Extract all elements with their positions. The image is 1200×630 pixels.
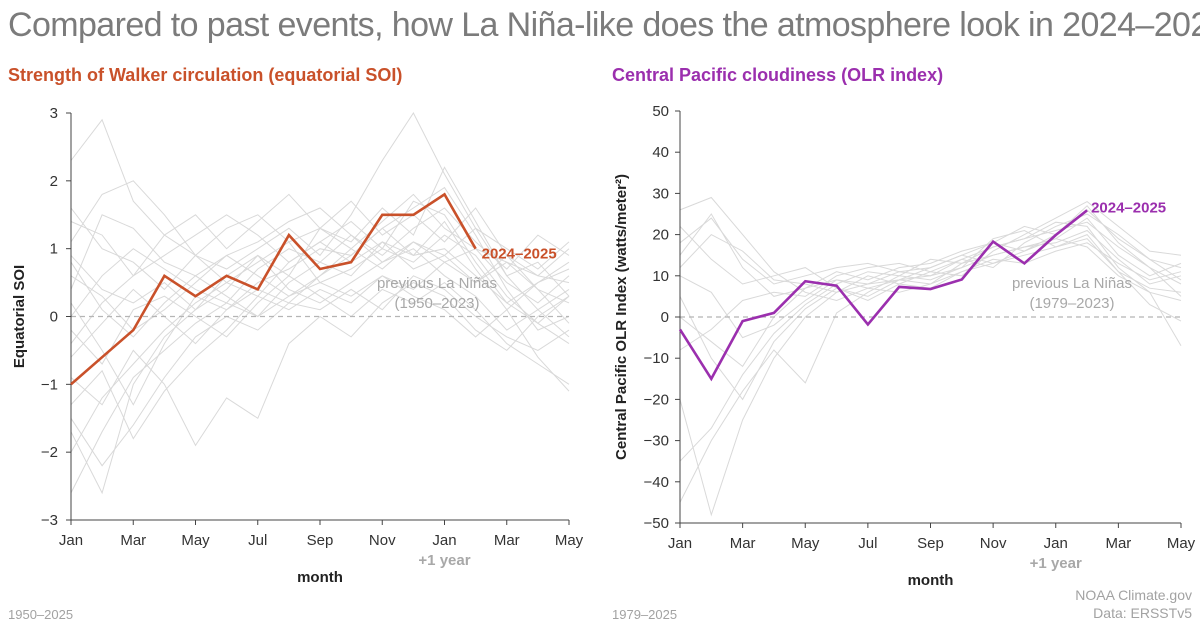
previous-event-line bbox=[70, 112, 570, 338]
x-tick-label: Sep bbox=[307, 532, 334, 549]
y-tick-label: 50 bbox=[652, 103, 669, 120]
previous-event-line bbox=[70, 227, 570, 358]
credit-data: Data: ERSSTv5 bbox=[1093, 605, 1192, 621]
previous-events-lines bbox=[70, 112, 570, 495]
x-tick-label: May bbox=[555, 532, 584, 549]
x-tick-label: Nov bbox=[369, 532, 396, 549]
left-panel-title: Strength of Walker circulation (equatori… bbox=[8, 65, 403, 85]
y-tick-label: 0 bbox=[50, 309, 58, 326]
left-years-footnote: 1950–2025 bbox=[8, 607, 74, 622]
previous-event-line bbox=[70, 261, 570, 338]
y-axis-title: Central Pacific OLR Index (watts/meter²) bbox=[613, 174, 630, 460]
x-tick-label: May bbox=[181, 532, 210, 549]
y-tick-label: −20 bbox=[644, 391, 669, 408]
y-tick-label: 3 bbox=[50, 105, 58, 122]
x-tick-label: May bbox=[791, 535, 820, 552]
main-title: Compared to past events, how La Niña-lik… bbox=[8, 6, 1200, 44]
soi-chart: −3 −2 −1 0 1 2 3 Jan Mar May Jul Sep Nov Jan Mar May +1 … bbox=[11, 105, 584, 586]
x-tick-label: Nov bbox=[980, 535, 1007, 552]
x-tick-label: Jul bbox=[248, 532, 267, 549]
right-years-footnote: 1979–2025 bbox=[612, 607, 678, 622]
previous-event-line bbox=[70, 275, 570, 467]
x-tick-label: Mar bbox=[730, 535, 756, 552]
right-panel-title: Central Pacific cloudiness (OLR index) bbox=[612, 65, 944, 85]
x-tick-label: Jan bbox=[432, 532, 456, 549]
y-tick-label: −1 bbox=[41, 376, 58, 393]
x-axis-title: month bbox=[297, 569, 343, 586]
y-tick-label: −50 bbox=[644, 515, 669, 532]
x-tick-label: Jan bbox=[59, 532, 83, 549]
y-tick-label: −10 bbox=[644, 350, 669, 367]
y-tick-label: −3 bbox=[41, 512, 58, 529]
series-label: 2024–2025 bbox=[482, 246, 557, 263]
y-tick-label: 10 bbox=[652, 268, 669, 285]
previous-event-line bbox=[679, 209, 1182, 368]
y-tick-label: −2 bbox=[41, 444, 58, 461]
previous-event-line bbox=[70, 248, 570, 440]
x-tick-label: May bbox=[1167, 535, 1196, 552]
x-tick-label: Jan bbox=[1044, 535, 1068, 552]
previous-event-line bbox=[70, 282, 570, 447]
x-tick-label: Mar bbox=[494, 532, 520, 549]
previous-event-line bbox=[70, 214, 570, 277]
x-tick-label: Sep bbox=[917, 535, 944, 552]
x-tick-label: Jan bbox=[668, 535, 692, 552]
y-tick-label: 2 bbox=[50, 173, 58, 190]
previous-la-ninas-years: (1950–2023) bbox=[394, 295, 479, 312]
x-tick-label: Mar bbox=[1105, 535, 1131, 552]
olr-chart: −50 −40 −30 −20 −10 0 10 20 30 40 50 Jan Mar May Jul Se… bbox=[613, 103, 1196, 589]
y-tick-label: 20 bbox=[652, 227, 669, 244]
x-axis-title: month bbox=[908, 572, 954, 589]
previous-la-ninas-years: (1979–2023) bbox=[1029, 295, 1114, 312]
previous-event-line bbox=[679, 205, 1182, 517]
previous-event-line bbox=[679, 229, 1182, 462]
y-axis-title: Equatorial SOI bbox=[11, 265, 28, 368]
previous-event-line bbox=[679, 226, 1182, 297]
previous-event-line bbox=[679, 221, 1182, 503]
credit-source: NOAA Climate.gov bbox=[1075, 587, 1192, 603]
previous-event-line bbox=[679, 217, 1182, 347]
y-tick-label: 0 bbox=[661, 309, 669, 326]
previous-event-line bbox=[679, 201, 1182, 351]
y-tick-label: 30 bbox=[652, 185, 669, 202]
series-line-2024-2025 bbox=[70, 192, 477, 386]
y-tick-label: −30 bbox=[644, 433, 669, 450]
previous-event-line bbox=[70, 275, 570, 385]
series-label: 2024–2025 bbox=[1091, 199, 1166, 216]
y-tick-label: 40 bbox=[652, 144, 669, 161]
x-tick-sublabel: +1 year bbox=[418, 552, 470, 569]
previous-event-line bbox=[70, 193, 570, 453]
previous-la-ninas-label: previous La Niñas bbox=[377, 275, 497, 292]
y-tick-label: −40 bbox=[644, 474, 669, 491]
previous-events-lines bbox=[679, 196, 1182, 517]
x-tick-sublabel: +1 year bbox=[1030, 555, 1082, 572]
x-tick-label: Mar bbox=[120, 532, 146, 549]
credit: NOAA Climate.gov Data: ERSSTv5 bbox=[1075, 586, 1192, 622]
series-line-2024-2025 bbox=[678, 209, 1088, 382]
previous-la-ninas-label: previous La Niñas bbox=[1012, 275, 1132, 292]
x-tick-label: Jul bbox=[858, 535, 877, 552]
previous-event-line bbox=[70, 207, 570, 290]
previous-event-line bbox=[70, 248, 570, 331]
y-tick-label: 1 bbox=[50, 241, 58, 258]
